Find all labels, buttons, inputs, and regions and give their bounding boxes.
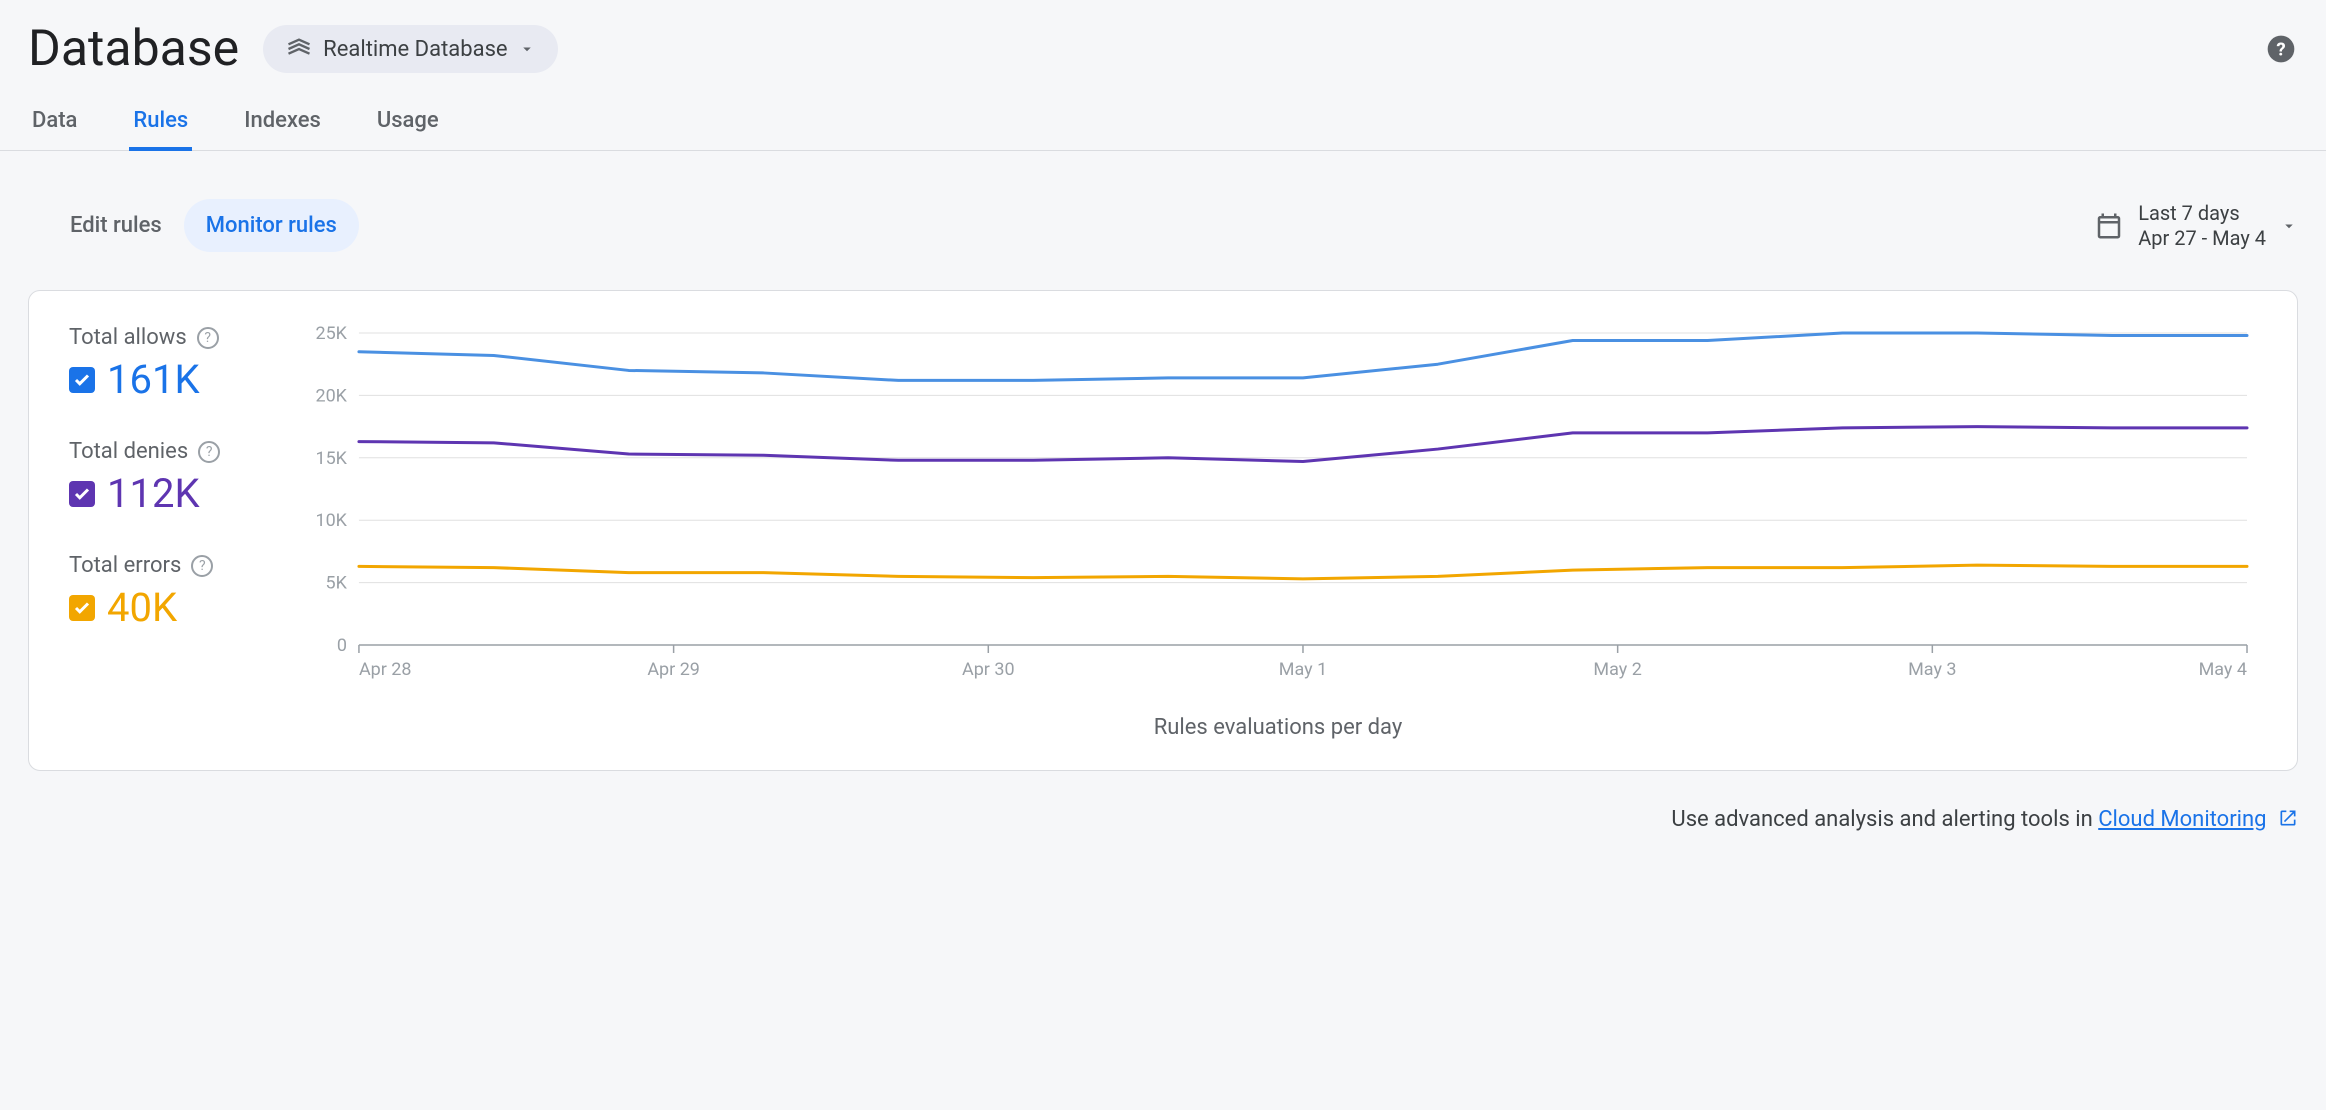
chevron-down-icon: [518, 40, 536, 58]
legend-column: Total allows ? 161K Total denies ? 112K: [69, 325, 299, 740]
svg-text:?: ?: [2276, 39, 2285, 61]
chart-card: Total allows ? 161K Total denies ? 112K: [28, 290, 2298, 771]
svg-text:May 4: May 4: [2199, 659, 2247, 680]
svg-text:15K: 15K: [315, 448, 347, 469]
svg-text:May 2: May 2: [1593, 659, 1641, 680]
help-button[interactable]: ?: [2264, 32, 2298, 66]
help-icon: ?: [2265, 33, 2297, 65]
help-allows-icon[interactable]: ?: [197, 327, 219, 349]
legend-errors-value: 40K: [107, 584, 177, 631]
tabs-bar: Data Rules Indexes Usage: [0, 94, 2326, 151]
legend-allows-label: Total allows: [69, 325, 187, 350]
svg-text:May 3: May 3: [1908, 659, 1956, 680]
help-denies-icon[interactable]: ?: [198, 441, 220, 463]
database-selector[interactable]: Realtime Database: [263, 25, 557, 73]
date-range-label: Last 7 days: [2138, 201, 2266, 226]
chart-x-axis-title: Rules evaluations per day: [299, 715, 2257, 740]
page-title: Database: [28, 20, 239, 78]
legend-errors-label: Total errors: [69, 553, 181, 578]
svg-text:5K: 5K: [326, 573, 348, 594]
legend-denies-label: Total denies: [69, 439, 188, 464]
legend-allows-checkbox[interactable]: [69, 367, 95, 393]
help-errors-icon[interactable]: ?: [191, 555, 213, 577]
svg-text:20K: 20K: [315, 385, 347, 406]
legend-errors-checkbox[interactable]: [69, 595, 95, 621]
edit-rules-button[interactable]: Edit rules: [48, 199, 184, 252]
rules-line-chart: 0 5K 10K 15K 20K 25K Apr 28 Apr 29 Apr 30 May 1 Ma…: [299, 325, 2257, 695]
svg-text:May 1: May 1: [1279, 659, 1327, 680]
svg-text:25K: 25K: [315, 325, 347, 344]
rules-subhead: Edit rules Monitor rules Last 7 days Apr…: [0, 151, 2326, 272]
tab-usage[interactable]: Usage: [373, 94, 443, 151]
header-row: Database Realtime Database ?: [0, 0, 2326, 94]
legend-denies-checkbox[interactable]: [69, 481, 95, 507]
date-range-selector[interactable]: Last 7 days Apr 27 - May 4: [2094, 201, 2298, 251]
external-link-icon: [2278, 808, 2298, 834]
chart-area: 0 5K 10K 15K 20K 25K Apr 28 Apr 29 Apr 30 May 1 Ma…: [299, 325, 2257, 740]
svg-text:Apr 30: Apr 30: [962, 659, 1015, 680]
footer-text: Use advanced analysis and alerting tools…: [1671, 807, 2098, 832]
svg-text:10K: 10K: [315, 510, 347, 531]
footer-hint: Use advanced analysis and alerting tools…: [0, 771, 2326, 864]
legend-allows: Total allows ? 161K: [69, 325, 299, 403]
tab-indexes[interactable]: Indexes: [240, 94, 325, 151]
svg-text:0: 0: [337, 635, 347, 656]
legend-allows-value: 161K: [107, 356, 200, 403]
database-selector-label: Realtime Database: [323, 37, 507, 62]
realtime-database-icon: [285, 35, 313, 63]
date-range-value: Apr 27 - May 4: [2138, 226, 2266, 251]
tab-data[interactable]: Data: [28, 94, 81, 151]
chevron-down-icon: [2280, 217, 2298, 235]
cloud-monitoring-link[interactable]: Cloud Monitoring: [2098, 807, 2266, 832]
monitor-rules-button[interactable]: Monitor rules: [184, 199, 359, 252]
svg-text:Apr 28: Apr 28: [359, 659, 412, 680]
legend-errors: Total errors ? 40K: [69, 553, 299, 631]
tab-rules[interactable]: Rules: [129, 94, 192, 151]
calendar-icon: [2094, 211, 2124, 241]
svg-text:Apr 29: Apr 29: [647, 659, 700, 680]
legend-denies: Total denies ? 112K: [69, 439, 299, 517]
legend-denies-value: 112K: [107, 470, 200, 517]
